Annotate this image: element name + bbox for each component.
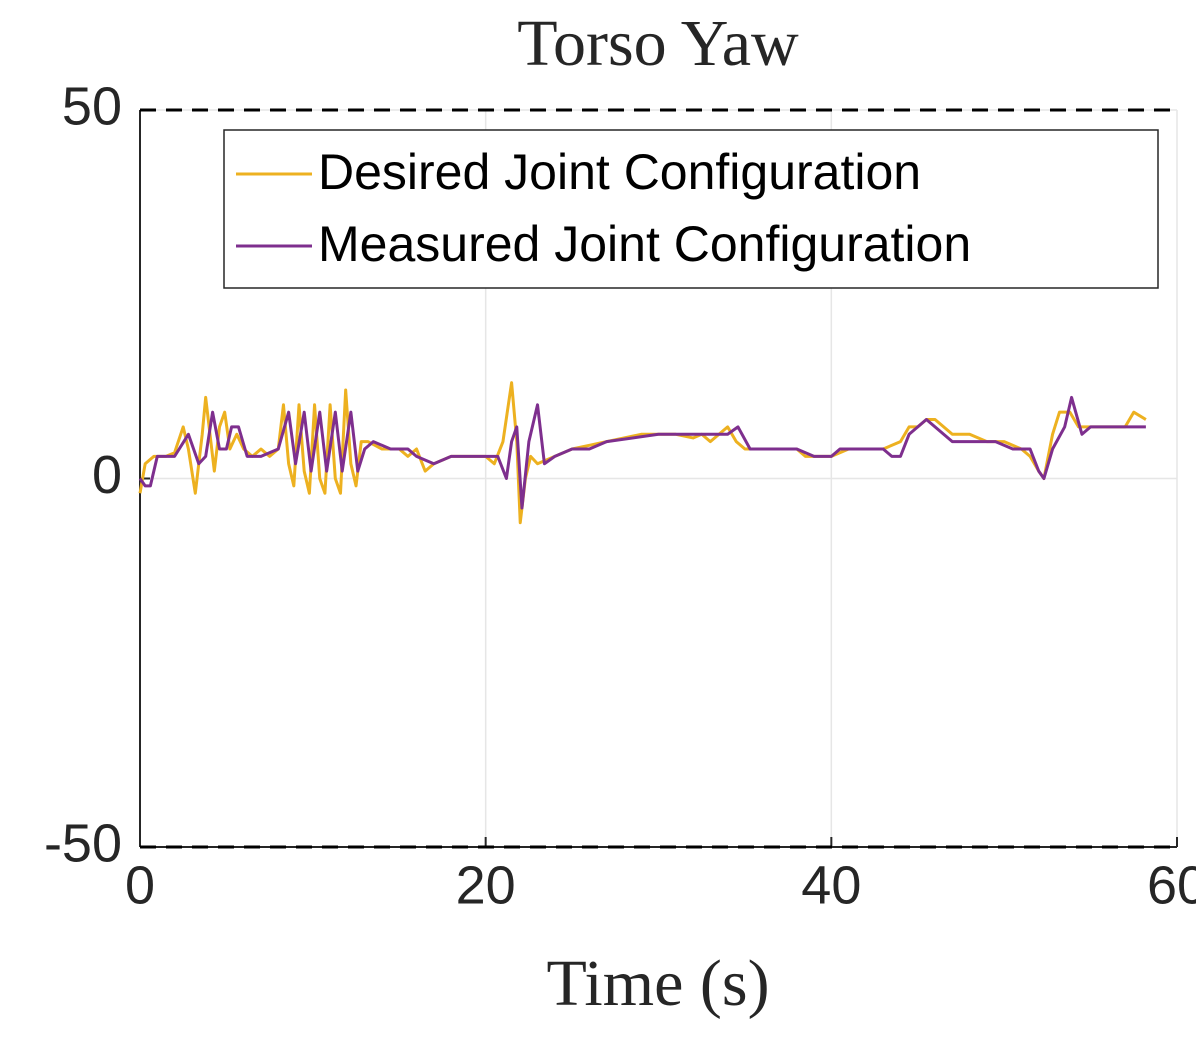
- chart-title: Torso Yaw: [517, 7, 799, 80]
- legend-label: Measured Joint Configuration: [318, 216, 971, 272]
- x-axis-label: Time (s): [546, 947, 769, 1020]
- x-tick-label: 40: [801, 855, 861, 915]
- data-line: [138, 381, 1147, 525]
- legend-label: Desired Joint Configuration: [318, 144, 921, 200]
- y-tick-label: -50: [44, 813, 122, 873]
- data-line: [138, 395, 1146, 510]
- y-tick-label: 0: [92, 445, 122, 505]
- x-tick-label: 0: [125, 855, 155, 915]
- legend-box: [223, 129, 1159, 289]
- y-tick-label: 50: [62, 76, 122, 136]
- x-tick-label: 20: [456, 855, 516, 915]
- x-tick-label: 60: [1147, 855, 1196, 915]
